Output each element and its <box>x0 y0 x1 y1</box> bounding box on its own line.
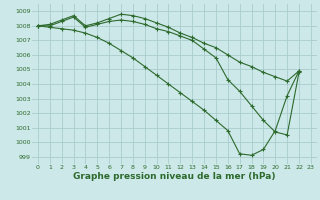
X-axis label: Graphe pression niveau de la mer (hPa): Graphe pression niveau de la mer (hPa) <box>73 172 276 181</box>
